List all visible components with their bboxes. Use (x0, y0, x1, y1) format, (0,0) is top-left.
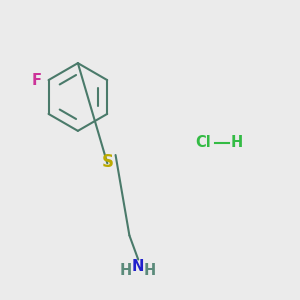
Text: H: H (120, 262, 132, 278)
Text: H: H (231, 135, 243, 150)
Text: F: F (31, 73, 41, 88)
Text: N: N (132, 259, 144, 274)
Text: S: S (102, 153, 114, 171)
Text: Cl: Cl (195, 135, 211, 150)
Text: H: H (144, 262, 156, 278)
